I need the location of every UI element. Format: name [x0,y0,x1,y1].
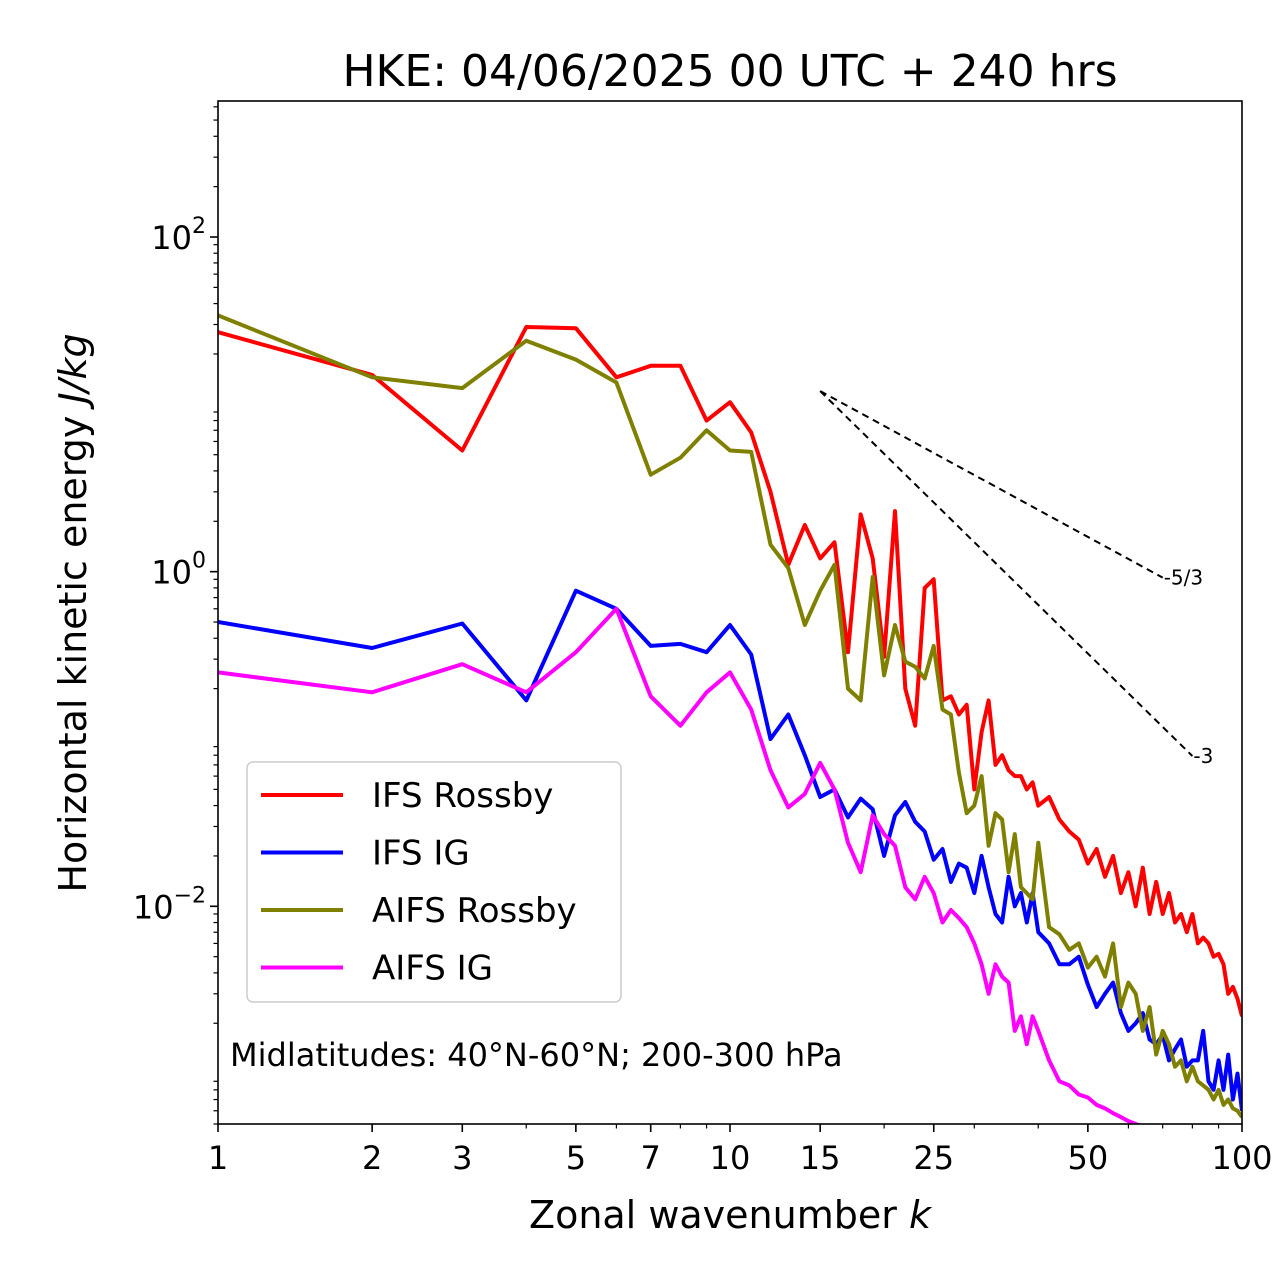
y-tick-label: 102 [151,214,206,257]
x-tick-label: 50 [1068,1139,1109,1177]
y-tick-label: 10−2 [133,883,206,926]
series-line-aifs-ig [218,606,1141,1124]
legend-label-aifs-ig: AIFS IG [372,949,493,989]
x-tick-label: 15 [800,1139,841,1177]
x-tick-label: 100 [1211,1139,1272,1177]
series-layer [218,313,1242,1124]
x-axis-label-text: Zonal wavenumber [529,1193,897,1237]
legend-label-aifs-rossby: AIFS Rossby [372,891,577,931]
x-tick-label: 25 [913,1139,954,1177]
y-tick-label: 100 [151,549,206,592]
series-line-aifs-rossby [218,313,1242,1119]
legend-entries: IFS Rossby IFS IG AIFS Rossby AIFS IG [261,776,577,989]
reference-line-label-1: -3 [1193,744,1213,768]
x-axis-label: Zonal wavenumber k [529,1193,933,1237]
x-tick-label: 2 [362,1139,382,1177]
y-axis-label-text: Horizontal kinetic energy [51,416,95,893]
y-axis-label-unit: J/kg [51,333,95,410]
reference-slope-lines: -5/3 -3 [819,390,1213,768]
chart-title: HKE: 04/06/2025 00 UTC + 240 hrs [342,46,1117,97]
x-tick-label: 5 [566,1139,586,1177]
legend-label-ifs-ig: IFS IG [372,834,470,874]
y-axis-label: Horizontal kinetic energy J/kg [51,333,95,892]
reference-line-1 [819,390,1194,757]
series-line-ifs-rossby [218,325,1242,1017]
x-tick-label: 7 [641,1139,661,1177]
region-annotation: Midlatitudes: 40°N-60°N; 200-300 hPa [230,1036,843,1074]
legend: IFS Rossby IFS IG AIFS Rossby AIFS IG [246,761,622,1003]
reference-line-label-0: -5/3 [1164,566,1203,590]
axis-ticks: 1 2 3 5 7 10 15 25 50 100 102 100 10−2 [133,106,1273,1177]
x-tick-label: 3 [452,1139,472,1177]
x-tick-label: 10 [710,1139,751,1177]
series-line-ifs-ig [218,588,1242,1112]
legend-box [246,761,622,1003]
reference-line-0 [819,390,1164,579]
x-tick-label: 1 [208,1139,228,1177]
legend-label-ifs-rossby: IFS Rossby [372,776,553,816]
x-axis-label-var: k [909,1193,933,1237]
